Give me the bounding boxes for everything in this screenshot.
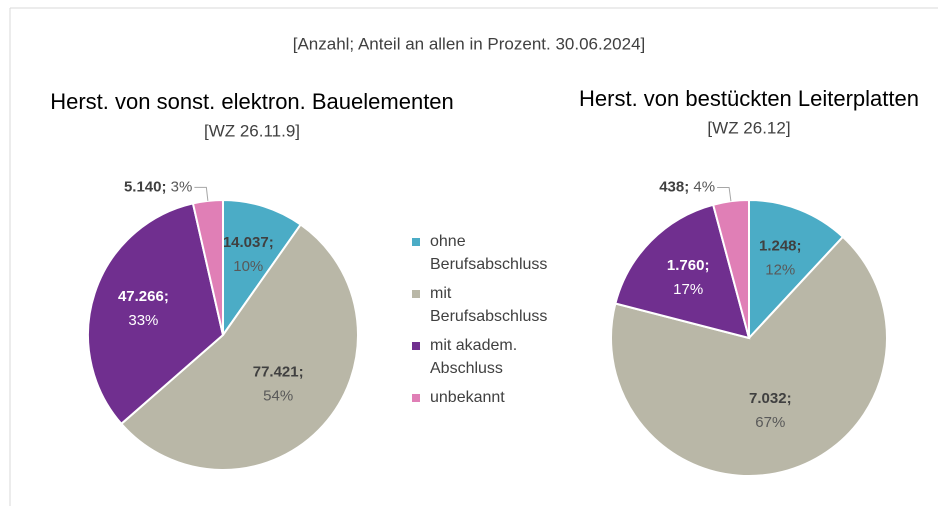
leader-line bbox=[717, 187, 732, 202]
legend-item: unbekannt bbox=[412, 386, 552, 409]
value-label: 7.032; bbox=[749, 390, 792, 407]
value-label: 438; bbox=[659, 178, 689, 195]
value-label: 77.421; bbox=[253, 364, 304, 381]
percent-label: 33% bbox=[128, 312, 158, 329]
percent-label: 54% bbox=[263, 388, 293, 405]
legend-swatch bbox=[412, 290, 420, 298]
chart-title: Herst. von sonst. elektron. Bauelementen bbox=[50, 89, 454, 114]
legend-item: mit akadem. Abschluss bbox=[412, 334, 552, 380]
leader-line bbox=[194, 186, 209, 201]
percent-label: 3% bbox=[171, 178, 193, 195]
legend-swatch bbox=[412, 342, 420, 350]
legend-label: mit akadem. Abschluss bbox=[430, 337, 518, 377]
legend: ohne Berufsabschluss mit Berufsabschluss m… bbox=[412, 230, 552, 415]
pie-slice bbox=[87, 202, 225, 426]
value-label: 1.760; bbox=[667, 257, 710, 274]
legend-swatch bbox=[412, 238, 420, 246]
chart-title: Herst. von bestückten Leiterplatten bbox=[579, 86, 919, 111]
legend-label: ohne Berufsabschluss bbox=[430, 233, 548, 273]
pie-slice bbox=[119, 223, 359, 471]
percent-label: 12% bbox=[765, 261, 795, 278]
legend-swatch bbox=[412, 394, 420, 402]
percent-label: 17% bbox=[673, 281, 703, 298]
percent-label: 10% bbox=[233, 258, 263, 275]
value-label: 47.266; bbox=[118, 288, 169, 305]
chart-subtitle: [WZ 26.11.9] bbox=[204, 121, 300, 140]
pie-slice bbox=[748, 198, 845, 341]
pie-slice bbox=[222, 198, 303, 339]
value-label: 1.248; bbox=[759, 237, 802, 254]
value-label: 14.037; bbox=[223, 234, 274, 251]
data-label: 5.140; 3% bbox=[124, 178, 192, 195]
legend-item: mit Berufsabschluss bbox=[412, 282, 552, 328]
pie-slice bbox=[614, 203, 751, 340]
chart-subtitle: [WZ 26.12] bbox=[707, 118, 790, 137]
legend-item: ohne Berufsabschluss bbox=[412, 230, 552, 276]
percent-label: 4% bbox=[693, 178, 715, 195]
value-label: 5.140; bbox=[124, 178, 167, 195]
data-label: 438; 4% bbox=[659, 178, 715, 195]
pie-slice bbox=[711, 198, 750, 339]
legend-label: unbekannt bbox=[430, 389, 505, 406]
percent-label: 67% bbox=[755, 414, 785, 431]
pie-slice bbox=[610, 235, 888, 477]
legend-label: mit Berufsabschluss bbox=[430, 285, 548, 325]
note: [Anzahl; Anteil an allen in Prozent. 30.… bbox=[293, 34, 646, 53]
